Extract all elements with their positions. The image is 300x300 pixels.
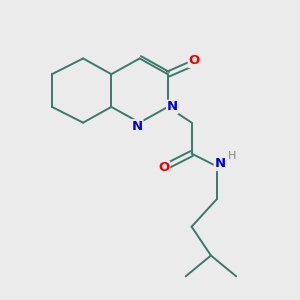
Text: O: O (188, 54, 200, 67)
Text: N: N (132, 120, 143, 133)
Text: H: H (228, 151, 236, 161)
Text: N: N (167, 100, 178, 113)
Text: O: O (158, 161, 169, 174)
Text: N: N (214, 158, 225, 170)
